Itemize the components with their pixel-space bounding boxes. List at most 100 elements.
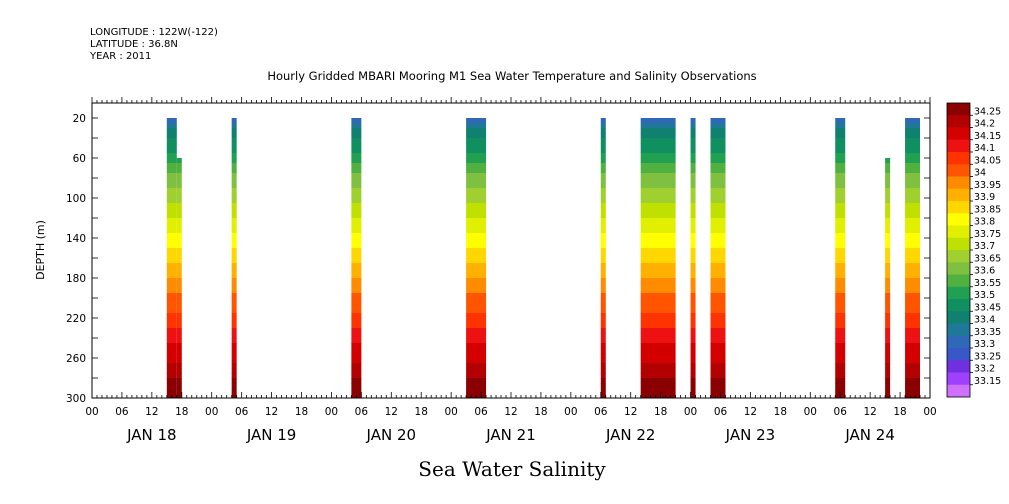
salinity-cell	[600, 263, 606, 269]
salinity-cell	[351, 228, 362, 234]
salinity-cell	[466, 208, 487, 214]
y-tick-label: 20	[73, 113, 86, 125]
salinity-cell	[905, 213, 921, 219]
salinity-cell	[466, 318, 487, 324]
salinity-cell	[351, 193, 362, 199]
salinity-cell	[640, 338, 676, 344]
y-tick-label: 220	[66, 313, 86, 325]
salinity-cell	[640, 163, 676, 169]
salinity-cell	[466, 328, 487, 334]
x-tick-label: 00	[684, 406, 697, 418]
salinity-cell	[466, 123, 487, 129]
salinity-cell	[710, 333, 726, 339]
salinity-cell	[710, 318, 726, 324]
salinity-cell	[231, 298, 237, 304]
salinity-cell	[835, 308, 846, 314]
colorbar-label: 33.55	[974, 278, 1001, 289]
salinity-cell	[710, 378, 726, 384]
salinity-cell	[885, 203, 891, 209]
salinity-cell	[231, 313, 237, 319]
colorbar-swatch	[947, 213, 970, 226]
salinity-cell	[166, 313, 177, 319]
salinity-cell	[351, 263, 362, 269]
salinity-cell	[466, 188, 487, 194]
salinity-cell	[166, 258, 177, 264]
salinity-cell	[905, 198, 921, 204]
salinity-cell	[885, 258, 891, 264]
salinity-cell	[905, 218, 921, 224]
x-tick-label: 06	[834, 406, 848, 418]
salinity-cell	[176, 303, 182, 309]
salinity-cell	[600, 373, 606, 379]
data-column	[835, 118, 846, 399]
salinity-cell	[885, 333, 891, 339]
salinity-cell	[885, 323, 891, 329]
colorbar-label: 34.05	[974, 155, 1001, 166]
x-tick-label: 00	[564, 406, 577, 418]
salinity-cell	[710, 188, 726, 194]
salinity-cell	[885, 268, 891, 274]
salinity-cell	[835, 158, 846, 164]
salinity-cell	[835, 388, 846, 394]
salinity-cell	[640, 353, 676, 359]
salinity-cell	[835, 358, 846, 364]
salinity-cell	[176, 338, 182, 344]
salinity-cell	[176, 363, 182, 369]
salinity-cell	[466, 163, 487, 169]
salinity-cell	[176, 198, 182, 204]
salinity-cell	[905, 163, 921, 169]
salinity-cell	[231, 328, 237, 334]
y-tick-label: 300	[66, 393, 86, 405]
salinity-cell	[835, 278, 846, 284]
salinity-cell	[835, 223, 846, 229]
salinity-cell	[710, 383, 726, 389]
salinity-cell	[885, 188, 891, 194]
salinity-cell	[690, 303, 696, 309]
salinity-cell	[166, 323, 177, 329]
salinity-cell	[351, 348, 362, 354]
salinity-cell	[905, 158, 921, 164]
salinity-cell	[600, 153, 606, 159]
salinity-cell	[351, 218, 362, 224]
colorbar-label: 34.1	[974, 143, 995, 154]
x-tick-label: 18	[774, 406, 787, 418]
salinity-cell	[885, 163, 891, 169]
colorbar-swatch	[947, 188, 970, 202]
salinity-cell	[231, 363, 237, 369]
salinity-cell	[710, 278, 726, 284]
y-tick-label: 180	[66, 273, 86, 285]
salinity-cell	[231, 268, 237, 274]
salinity-cell	[905, 308, 921, 314]
salinity-cell	[690, 283, 696, 289]
salinity-cell	[885, 368, 891, 374]
colorbar-swatch	[947, 237, 970, 251]
x-tick-label: 12	[145, 406, 158, 418]
salinity-cell	[166, 293, 177, 299]
salinity-cell	[710, 133, 726, 139]
day-label: JAN 18	[126, 426, 177, 444]
x-tick-label: 18	[295, 406, 308, 418]
salinity-cell	[166, 308, 177, 314]
salinity-cell	[905, 283, 921, 289]
colorbar-label: 33.4	[974, 315, 995, 326]
salinity-cell	[351, 363, 362, 369]
salinity-cell	[690, 208, 696, 214]
salinity-cell	[600, 308, 606, 314]
salinity-cell	[710, 373, 726, 379]
salinity-cell	[640, 183, 676, 189]
salinity-cell	[835, 368, 846, 374]
salinity-cell	[835, 203, 846, 209]
salinity-cell	[710, 293, 726, 299]
salinity-cell	[640, 303, 676, 309]
salinity-cell	[176, 238, 182, 244]
salinity-cell	[466, 308, 487, 314]
salinity-cell	[600, 118, 606, 124]
salinity-cell	[466, 343, 487, 349]
salinity-cell	[835, 293, 846, 299]
salinity-cell	[905, 228, 921, 234]
salinity-cell	[351, 278, 362, 284]
salinity-cell	[231, 188, 237, 194]
salinity-cell	[905, 338, 921, 344]
salinity-cell	[710, 388, 726, 394]
salinity-cell	[710, 173, 726, 179]
